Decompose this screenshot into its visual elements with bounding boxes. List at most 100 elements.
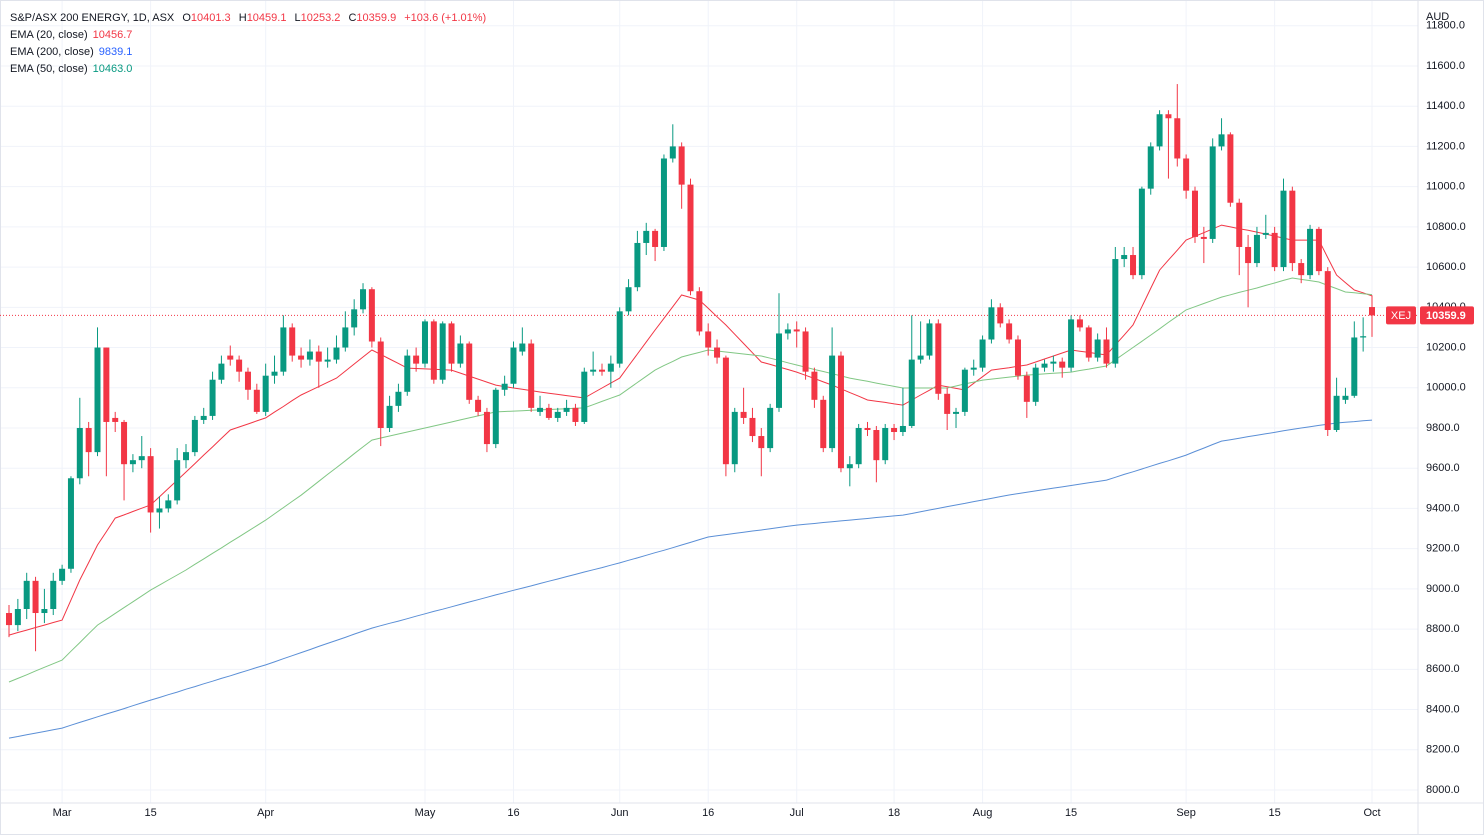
y-tick-label: 10200.0 <box>1426 341 1466 353</box>
symbol-tag-bg <box>1386 306 1416 325</box>
candle-body <box>997 307 1004 324</box>
candle-body <box>1315 228 1322 272</box>
candle-body <box>404 355 411 392</box>
x-tick-label: Aug <box>973 807 993 819</box>
candle-body <box>935 323 942 394</box>
candle-body <box>1156 114 1163 147</box>
candle-body <box>705 331 712 348</box>
x-tick-label: Apr <box>257 807 274 819</box>
candle-body <box>820 399 827 449</box>
candle-body <box>572 407 579 422</box>
candle-body <box>466 343 473 400</box>
candle-body <box>1068 319 1075 368</box>
y-tick-label: 8800.0 <box>1426 623 1460 635</box>
y-tick-label: 9400.0 <box>1426 502 1460 514</box>
candle-body <box>121 421 128 465</box>
candle-body <box>1138 188 1145 276</box>
ema-line <box>8 224 1373 636</box>
candle-body <box>191 419 198 453</box>
candle-body <box>722 357 729 465</box>
candle-body <box>714 347 721 358</box>
candle-body <box>315 351 322 362</box>
candle-body <box>696 291 703 332</box>
candle-body <box>687 184 694 292</box>
candle-body <box>6 613 12 626</box>
candle-body <box>802 331 809 372</box>
candle-body <box>147 456 154 513</box>
candle-body <box>837 355 844 469</box>
candle-body <box>1209 146 1216 239</box>
candle-body <box>1006 323 1013 340</box>
candle-body <box>32 580 39 614</box>
candle-body <box>1289 190 1296 264</box>
candle-body <box>253 389 260 412</box>
candle-body <box>864 427 871 430</box>
x-tick-label: 16 <box>702 807 714 819</box>
legend-value: 9839.1 <box>98 46 133 58</box>
ohlc-letter: O <box>182 12 191 24</box>
candle-body <box>351 309 358 328</box>
candle-body <box>519 343 526 352</box>
candle-body <box>236 359 243 372</box>
candle-body <box>1023 375 1030 402</box>
candle-body <box>1333 395 1340 430</box>
price-tag: 10359.9 <box>1426 310 1466 322</box>
candle-body <box>953 411 960 414</box>
y-tick-label: 11400.0 <box>1426 100 1465 112</box>
candle-body <box>926 323 933 356</box>
legend-row: EMA (200, close) 9839.1 <box>10 44 486 61</box>
ohlc-value: 10459.1 <box>246 12 287 24</box>
candle-body <box>227 355 234 360</box>
x-tick-label: May <box>415 807 436 819</box>
candle-body <box>218 363 225 380</box>
candle-body <box>103 347 110 422</box>
ohlc-value: 10401.3 <box>190 12 231 24</box>
y-tick-label: 8400.0 <box>1426 703 1460 715</box>
candle-body <box>1262 232 1269 235</box>
candle-body <box>430 321 437 380</box>
candle-body <box>581 371 588 422</box>
candle-body <box>333 347 340 360</box>
candle-body <box>652 230 659 247</box>
candle-body <box>961 369 968 412</box>
legend-row: EMA (20, close) 10456.7 <box>10 27 486 44</box>
candle-body <box>200 415 207 420</box>
candle-body <box>1351 337 1358 396</box>
candle-body <box>475 399 482 412</box>
chart-title: S&P/ASX 200 ENERGY, 1D, ASX <box>10 12 175 24</box>
candle-body <box>1307 228 1314 276</box>
y-tick-label: 11200.0 <box>1426 140 1465 152</box>
candle-body <box>1121 255 1128 260</box>
candle-body <box>625 287 632 312</box>
candle-body <box>607 363 614 372</box>
candle-body <box>271 371 278 376</box>
candle-body <box>324 359 331 362</box>
candle-body <box>767 407 774 449</box>
candle-body <box>1041 363 1048 368</box>
candle-body <box>1130 255 1137 276</box>
y-tick-label: 11000.0 <box>1426 181 1465 193</box>
candle-body <box>988 307 995 340</box>
candle-body <box>483 411 490 445</box>
candle-body <box>510 347 517 384</box>
candle-body <box>41 608 48 614</box>
candle-body <box>1360 336 1367 338</box>
candle-body <box>138 456 145 461</box>
candle-body <box>165 500 172 509</box>
price-tag-bg <box>1420 306 1474 325</box>
candle-body <box>660 158 667 247</box>
y-tick-label: 11600.0 <box>1426 60 1465 72</box>
candle-body <box>1200 236 1207 239</box>
candle-body <box>731 411 738 465</box>
candle-body <box>1253 234 1260 264</box>
candle-body <box>1032 367 1039 402</box>
candle-body <box>421 321 428 364</box>
candle-body <box>94 347 101 453</box>
candle-body <box>970 367 977 370</box>
y-tick-label: 8200.0 <box>1426 744 1460 756</box>
candle-body <box>112 417 119 422</box>
candle-body <box>1280 190 1287 268</box>
legend: S&P/ASX 200 ENERGY, 1D, ASX O10401.3 H10… <box>10 10 486 78</box>
candle-body <box>280 327 287 372</box>
